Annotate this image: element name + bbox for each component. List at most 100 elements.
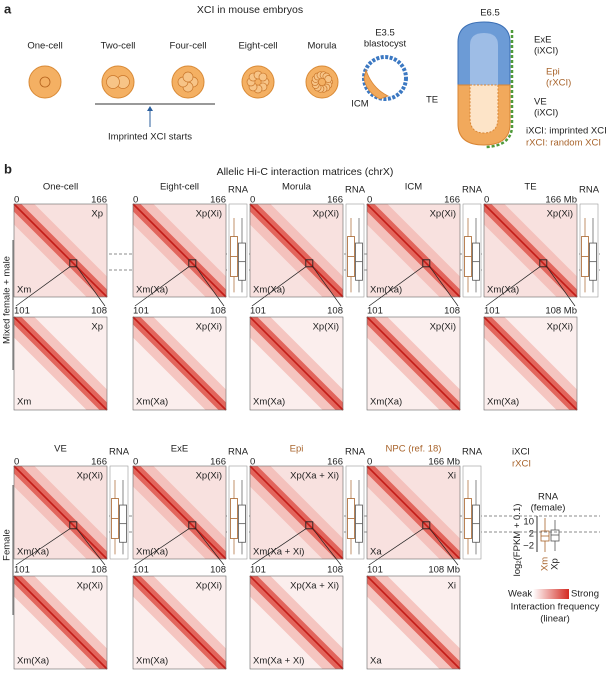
zoom-end: 108 <box>210 306 226 317</box>
allele-top: Xi <box>448 581 456 592</box>
row-label: Mixed female + male <box>2 256 13 344</box>
rna-label: RNA <box>345 447 366 458</box>
zoom-start: 101 <box>367 565 383 576</box>
heatmap-diagonal <box>13 316 108 411</box>
exe-xci: (iXCI) <box>534 46 558 57</box>
allele-bottom: Xm(Xa) <box>136 547 168 558</box>
allele-top: Xp(Xi) <box>430 209 456 220</box>
range-start: 0 <box>250 457 255 468</box>
zoom-end: 108 <box>91 306 107 317</box>
zoom-link <box>76 266 106 307</box>
heatmap-diagonal <box>366 465 461 560</box>
color-scale <box>533 589 569 599</box>
rna-label: RNA <box>345 185 366 196</box>
heatmap-diagonal <box>132 465 227 560</box>
rna-label: RNA <box>109 447 130 458</box>
sample-name: VE <box>54 444 67 455</box>
heatmap-diagonal <box>13 575 108 670</box>
allele-bottom: Xm(Xa) <box>487 397 519 408</box>
tick-label: 10 <box>523 517 534 528</box>
zoom-end: 108 Mb <box>428 565 460 576</box>
heatmap-diagonal <box>249 465 344 560</box>
heatmap-diagonal <box>249 316 344 411</box>
panel-title: Allelic Hi-C interaction matrices (chrX) <box>217 166 394 178</box>
allele-top: Xp(Xa + Xi) <box>290 471 339 482</box>
row-label: Female <box>2 529 13 561</box>
zoom-start: 101 <box>367 306 383 317</box>
zoom-link <box>312 528 342 566</box>
heatmap-diagonal <box>366 203 461 298</box>
ve-layer <box>485 30 514 149</box>
heatmap-diagonal <box>13 465 108 560</box>
range-start: 0 <box>250 195 255 206</box>
allele-bottom: Xm(Xa) <box>253 397 285 408</box>
zoom-box <box>69 521 78 530</box>
zoom-box <box>422 521 431 530</box>
epi-label: Epi <box>546 67 560 78</box>
zoom-link <box>251 266 307 307</box>
range-start: 0 <box>367 195 372 206</box>
heatmap-frame <box>132 203 227 298</box>
allele-label: Xp <box>550 558 561 570</box>
icm <box>363 68 389 100</box>
nucleus <box>39 76 51 88</box>
zoom-link <box>546 266 576 307</box>
zoom-start: 101 <box>133 565 149 576</box>
zoom-box <box>305 259 314 268</box>
scale-sub: (linear) <box>540 614 570 625</box>
allele-bottom: Xm(Xa) <box>136 656 168 667</box>
range-end: 166 <box>327 195 343 206</box>
heatmap-diagonal <box>13 203 108 298</box>
rna-label: RNA <box>579 185 600 196</box>
zoom-link <box>368 528 423 566</box>
range-end: 166 Mb <box>428 457 460 468</box>
sample-name: One-cell <box>43 182 78 193</box>
embryo <box>28 65 62 99</box>
allele-bottom: Xm(Xa) <box>487 285 519 296</box>
heatmap-frame <box>132 575 227 670</box>
allele-top: Xp(Xi) <box>77 471 103 482</box>
zoom-box <box>539 259 548 268</box>
range-end: 166 <box>210 195 226 206</box>
heatmap-frame <box>249 575 344 670</box>
panel-label: b <box>4 161 12 176</box>
zoom-link <box>312 266 342 307</box>
zoom-end: 108 <box>91 565 107 576</box>
zoom-start: 101 <box>250 306 266 317</box>
sample-name: ICM <box>405 182 423 193</box>
weak-label: Weak <box>508 589 532 600</box>
allele-bottom: Xm(Xa) <box>136 397 168 408</box>
heatmap-diagonal <box>483 316 578 411</box>
zoom-link <box>195 266 225 307</box>
heatmap-diagonal <box>366 316 461 411</box>
allele-top: Xp(Xi) <box>547 322 573 333</box>
range-start: 0 <box>14 195 19 206</box>
allele-bottom: Xm(Xa) <box>370 285 402 296</box>
axis-sub: 2 <box>517 560 523 564</box>
range-end: 166 <box>327 457 343 468</box>
range-start: 0 <box>14 457 19 468</box>
stage-label: Morula <box>307 41 337 52</box>
stage-day: E3.5 <box>375 28 395 39</box>
epi-cavity <box>469 84 499 134</box>
zoom-end: 108 <box>210 565 226 576</box>
cell <box>182 71 194 83</box>
allele-bottom: Xa <box>370 547 382 558</box>
blastocyst <box>362 55 408 101</box>
zoom-link <box>429 266 459 307</box>
zoom-link <box>134 266 190 307</box>
zoom-end: 108 <box>327 565 343 576</box>
panel-label: a <box>4 1 12 16</box>
heatmap-frame <box>13 203 108 298</box>
rna-title: RNA <box>538 492 559 503</box>
allele-top: Xp(Xi) <box>196 322 222 333</box>
heatmap-frame <box>366 575 461 670</box>
heatmap-frame <box>249 465 344 560</box>
allele-top: Xp(Xi) <box>196 581 222 592</box>
allele-bottom: Xa <box>370 656 382 667</box>
axis-label-text: log2(FPKM + 0.1) <box>512 504 523 577</box>
allele-label: Xm <box>540 557 551 571</box>
axis-rest: (FPKM + 0.1) <box>512 504 523 561</box>
heatmap-frame <box>483 316 578 411</box>
